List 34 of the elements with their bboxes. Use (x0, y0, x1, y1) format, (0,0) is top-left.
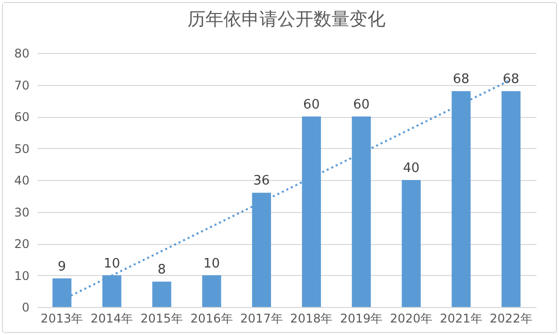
x-tick-label: 2015年 (140, 312, 184, 326)
x-tick-label: 2019年 (340, 312, 383, 326)
y-tick-label: 40 (14, 174, 30, 188)
data-label: 40 (402, 161, 420, 176)
x-tick-label: 2022年 (490, 312, 532, 326)
x-tick-label: 2013年 (40, 312, 84, 326)
x-tick-label: 2021年 (440, 312, 482, 326)
y-tick-label: 30 (14, 205, 30, 220)
y-tick-label: 60 (14, 110, 30, 124)
data-label: 68 (502, 72, 520, 88)
data-label: 9 (58, 259, 66, 274)
x-tick-label: 2018年 (290, 312, 333, 326)
x-tick-label: 2020年 (390, 312, 433, 326)
data-label: 36 (253, 174, 270, 189)
y-tick-label: 80 (14, 46, 30, 60)
y-tick-label: 20 (14, 237, 30, 251)
y-tick-label: 70 (14, 78, 30, 92)
y-tick-label: 10 (14, 268, 30, 283)
x-tick-label: 2014年 (90, 312, 134, 326)
data-label: 60 (353, 98, 370, 112)
data-label: 10 (104, 256, 120, 272)
data-label: 10 (203, 256, 220, 272)
bar (202, 275, 222, 307)
bar (152, 282, 172, 307)
data-label: 60 (303, 98, 320, 112)
bar (502, 91, 521, 307)
bar (402, 180, 421, 307)
data-label: 8 (158, 262, 166, 278)
y-tick-label: 50 (14, 142, 30, 156)
data-label: 68 (452, 72, 470, 88)
y-tick-label: 0 (22, 300, 30, 314)
x-tick-label: 2016年 (190, 312, 233, 326)
x-tick-label: 2017年 (240, 312, 283, 326)
chart-title: 历年依申请公开数量变化 (188, 9, 386, 30)
